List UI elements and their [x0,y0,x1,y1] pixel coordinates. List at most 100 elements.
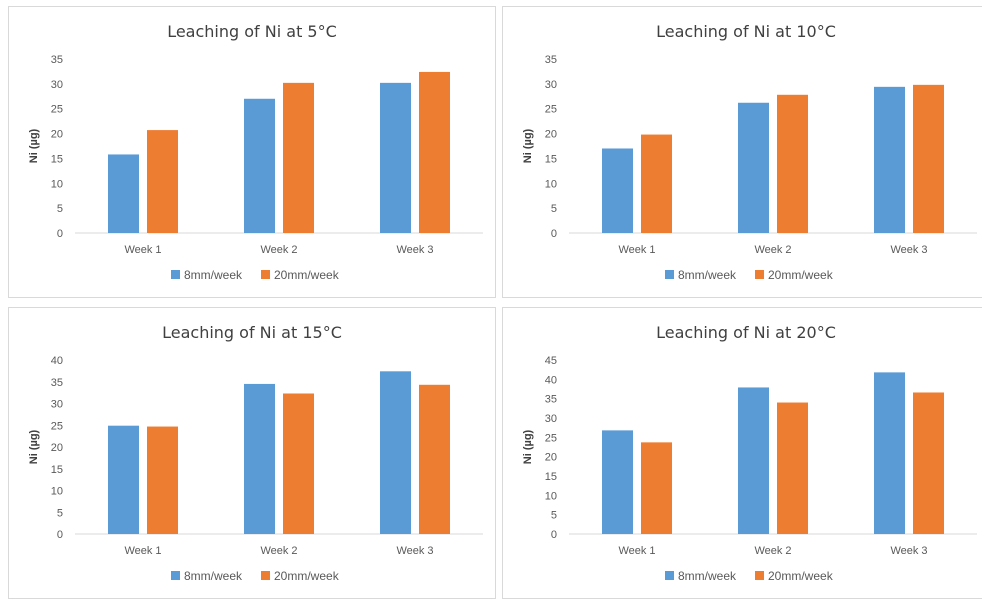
bar-8mm-week-3 [874,86,905,233]
y-tick-label: 0 [551,228,557,240]
y-tick-label: 10 [545,490,557,502]
bar-20mm-week-3 [913,392,944,534]
y-tick-label: 0 [57,228,63,240]
legend-label-2: 20mm/week [768,569,834,583]
bar-20mm-week-3 [419,71,450,233]
legend-swatch-2 [755,571,764,580]
x-tick-label: Week 2 [754,545,791,557]
y-tick-label: 40 [545,374,557,386]
bar-20mm-week-2 [283,82,314,233]
chart-title: Leaching of Ni at 15°C [162,323,342,342]
x-tick-label: Week 3 [890,244,927,256]
legend-swatch-2 [755,270,764,279]
x-tick-label: Week 3 [396,244,433,256]
y-tick-label: 30 [51,79,63,91]
chart-panel-15c: Leaching of Ni at 15°C Ni (µg) 0 5 10 15 20 25 3… [8,307,496,599]
bar-20mm-week-1 [147,426,178,534]
x-tick-label: Week 1 [124,545,161,557]
chart-15c: Leaching of Ni at 15°C Ni (µg) 0 5 10 15 20 25 3… [28,323,483,583]
x-tick-label: Week 2 [260,545,297,557]
legend-swatch-1 [665,571,674,580]
y-tick-label: 20 [545,452,557,464]
y-tick-label: 0 [551,529,557,541]
legend-label-2: 20mm/week [274,268,340,282]
bar-8mm-week-3 [380,82,411,233]
y-tick-label: 35 [51,54,63,66]
y-tick-label: 5 [551,203,557,215]
y-tick-label: 20 [51,129,63,141]
legend-swatch-2 [261,270,270,279]
y-tick-label: 10 [51,486,63,498]
y-axis-label: Ni (µg) [28,429,40,464]
chart-panel-5c: Leaching of Ni at 5°C Ni (µg) 0 5 10 15 20 25 30… [8,6,496,298]
x-tick-label: Week 3 [396,545,433,557]
y-tick-label: 45 [545,355,557,367]
bar-20mm-week-2 [777,94,808,234]
bar-8mm-week-3 [874,372,905,534]
x-tick-label: Week 1 [618,545,655,557]
x-tick-label: Week 3 [890,545,927,557]
bar-8mm-week-1 [602,430,633,534]
x-tick-label: Week 1 [124,244,161,256]
bar-8mm-week-2 [738,102,769,234]
y-axis-label: Ni (µg) [522,128,534,163]
legend-swatch-1 [665,270,674,279]
y-tick-label: 15 [545,153,557,165]
chart-title: Leaching of Ni at 20°C [656,323,836,342]
legend-swatch-1 [171,270,180,279]
y-tick-label: 0 [57,529,63,541]
x-tick-label: Week 1 [618,244,655,256]
bar-20mm-week-2 [283,393,314,534]
y-tick-label: 20 [51,442,63,454]
y-tick-label: 5 [57,507,63,519]
y-tick-label: 30 [545,79,557,91]
legend-label-1: 8mm/week [184,569,243,583]
y-tick-label: 20 [545,129,557,141]
bar-8mm-week-1 [108,154,139,233]
chart-title: Leaching of Ni at 5°C [167,22,337,41]
bar-8mm-week-2 [244,383,275,534]
y-tick-label: 30 [545,413,557,425]
chart-title: Leaching of Ni at 10°C [656,22,836,41]
y-tick-label: 25 [545,104,557,116]
y-tick-label: 10 [51,178,63,190]
bar-8mm-week-3 [380,371,411,534]
chart-20c: Leaching of Ni at 20°C Ni (µg) 0 5 10 15 20 25 3… [522,323,977,583]
legend-swatch-2 [261,571,270,580]
y-tick-label: 25 [545,432,557,444]
bar-20mm-week-2 [777,402,808,534]
legend-label-1: 8mm/week [184,268,243,282]
y-tick-label: 10 [545,178,557,190]
chart-10c: Leaching of Ni at 10°C Ni (µg) 0 5 10 15 20 25 3… [522,22,977,282]
y-axis-label: Ni (µg) [522,429,534,464]
y-tick-label: 25 [51,420,63,432]
y-tick-label: 35 [545,54,557,66]
y-tick-label: 15 [51,464,63,476]
y-tick-label: 35 [545,394,557,406]
legend-swatch-1 [171,571,180,580]
y-tick-label: 5 [551,510,557,522]
chart-panel-10c: Leaching of Ni at 10°C Ni (µg) 0 5 10 15 20 25 3… [502,6,982,298]
bar-20mm-week-1 [641,134,672,233]
legend-label-2: 20mm/week [274,569,340,583]
y-tick-label: 30 [51,399,63,411]
bar-20mm-week-1 [641,442,672,534]
x-tick-label: Week 2 [754,244,791,256]
bar-8mm-week-1 [602,148,633,233]
y-tick-label: 25 [51,104,63,116]
legend-label-1: 8mm/week [678,268,737,282]
y-tick-label: 40 [51,355,63,367]
bar-20mm-week-1 [147,130,178,233]
bar-20mm-week-3 [913,84,944,233]
y-tick-label: 15 [51,153,63,165]
x-tick-label: Week 2 [260,244,297,256]
chart-5c: Leaching of Ni at 5°C Ni (µg) 0 5 10 15 20 25 30… [28,22,483,282]
y-axis-label: Ni (µg) [28,128,40,163]
bar-20mm-week-3 [419,384,450,534]
y-tick-label: 15 [545,471,557,483]
y-tick-label: 5 [57,203,63,215]
bar-8mm-week-2 [738,387,769,534]
chart-panel-20c: Leaching of Ni at 20°C Ni (µg) 0 5 10 15 20 25 3… [502,307,982,599]
legend-label-1: 8mm/week [678,569,737,583]
y-tick-label: 35 [51,377,63,389]
